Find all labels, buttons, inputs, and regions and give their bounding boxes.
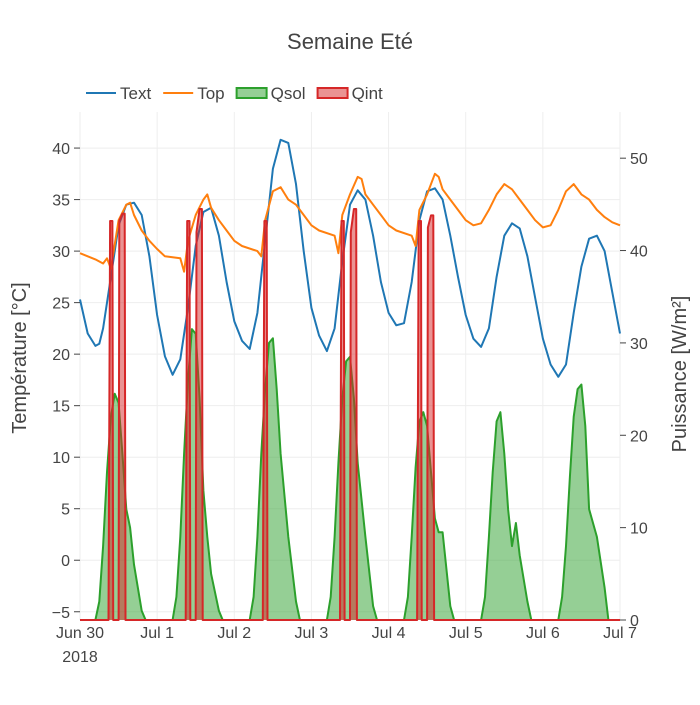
legend-swatch xyxy=(316,87,349,99)
axes: Jun 30 Jul 1 Jul 2 Jul 3 Jul 4 Jul 5 Jul 6 Jul … xyxy=(52,141,648,666)
x-tick-label: Jul 5 xyxy=(449,625,483,642)
x-tick-label: Jun 30 xyxy=(56,625,104,642)
y2-tick-label: 20 xyxy=(630,428,648,445)
y2-tick-label: 30 xyxy=(630,336,648,353)
y2-tick-label: 10 xyxy=(630,521,648,538)
legend-label: Top xyxy=(197,84,224,103)
y2-axis-title: Puissance [W/m²] xyxy=(669,296,691,453)
y-axis-title: Température [°C] xyxy=(9,282,31,433)
legend[interactable]: Text Top Qsol Qint xyxy=(86,84,383,103)
x-year-label: 2018 xyxy=(62,649,98,666)
legend-label: Text xyxy=(120,84,151,103)
y-tick-label: 35 xyxy=(52,193,70,210)
legend-item-qint[interactable]: Qint xyxy=(316,84,383,103)
y-tick-label: 5 xyxy=(61,502,70,519)
y-tick-label: 20 xyxy=(52,347,70,364)
legend-label: Qint xyxy=(352,84,383,103)
plot-area xyxy=(79,138,621,621)
legend-item-text[interactable]: Text xyxy=(86,84,151,103)
y2-tick-label: 50 xyxy=(630,151,648,168)
y-tick-label: 0 xyxy=(61,553,70,570)
x-tick-label: Jul 7 xyxy=(603,625,637,642)
x-tick-label: Jul 1 xyxy=(140,625,174,642)
legend-swatch xyxy=(235,87,268,99)
legend-label: Qsol xyxy=(271,84,306,103)
legend-item-qsol[interactable]: Qsol xyxy=(235,84,306,103)
series-qint-line xyxy=(80,208,620,621)
x-tick-label: Jul 3 xyxy=(295,625,329,642)
y2-tick-label: 0 xyxy=(630,613,639,630)
y-tick-label: 40 xyxy=(52,141,70,158)
series-qsol-line xyxy=(80,328,620,621)
series-top-line xyxy=(79,172,621,273)
y2-tick-label: 40 xyxy=(630,244,648,261)
y-tick-label: 15 xyxy=(52,399,70,416)
y-tick-label: 30 xyxy=(52,244,70,261)
chart-title: Semaine Eté xyxy=(287,29,413,54)
x-tick-label: Jul 2 xyxy=(217,625,251,642)
legend-item-top[interactable]: Top xyxy=(163,84,225,103)
y-tick-label: 10 xyxy=(52,450,70,467)
series-text-line xyxy=(79,138,621,378)
x-tick-label: Jul 4 xyxy=(372,625,406,642)
x-tick-label: Jul 6 xyxy=(526,625,560,642)
series-qint-fill xyxy=(80,209,620,620)
y-tick-label: 25 xyxy=(52,296,70,313)
y-tick-label: −5 xyxy=(52,605,70,622)
